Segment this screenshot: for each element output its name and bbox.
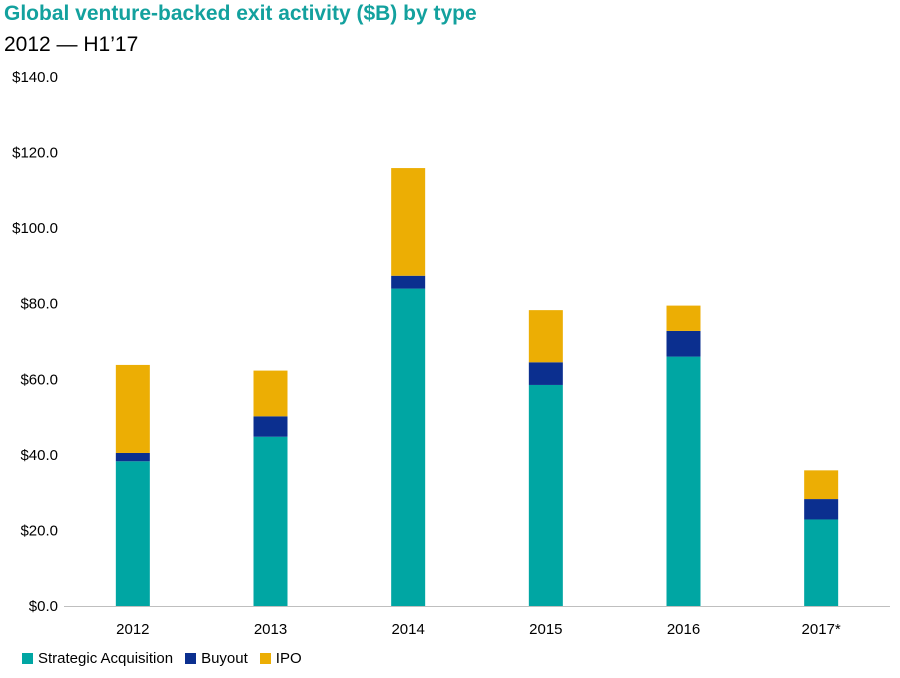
bar-segment-ipo-2012 [115, 364, 150, 453]
chart-title: Global venture-backed exit activity ($B)… [4, 2, 477, 25]
legend-label: Buyout [201, 650, 248, 667]
x-tick-label: 2015 [529, 621, 562, 638]
legend-item-buyout: Buyout [185, 650, 248, 667]
bar-segment-buyout-2015 [528, 362, 563, 385]
x-tick-label: 2012 [116, 621, 149, 638]
bar-segment-buyout-2013 [253, 416, 288, 437]
legend-label: IPO [275, 650, 302, 667]
legend-swatch [22, 653, 33, 664]
bar-segment-ipo-2016 [666, 305, 701, 331]
y-tick-label: $80.0 [20, 296, 58, 313]
bar-segment-buyout-2016 [666, 330, 701, 357]
bar-segment-buyout-2014 [391, 275, 426, 289]
legend-item-strategic-acquisition: Strategic Acquisition [22, 650, 173, 667]
bar-segment-strategic-acquisition-2013 [253, 436, 288, 606]
y-tick-label: $140.0 [12, 69, 58, 86]
bar-segment-ipo-2015 [528, 310, 563, 363]
x-tick-label: 2013 [254, 621, 287, 638]
y-axis-labels: $0.0 $20.0 $40.0 $60.0 $80.0 $100.0 $120.0 $140… [12, 69, 58, 615]
y-tick-label: $120.0 [12, 145, 58, 162]
y-tick-label: $20.0 [20, 522, 58, 539]
bar-segment-strategic-acquisition-2015 [528, 384, 563, 606]
bar-segment-ipo-2014 [391, 168, 426, 276]
legend-swatch [259, 653, 271, 664]
bar-segment-ipo-2017 [804, 470, 839, 500]
bar-segment-ipo-2013 [253, 370, 288, 417]
legend: Strategic Acquisition Buyout IPO [22, 650, 314, 667]
y-tick-label: $0.0 [29, 598, 58, 615]
x-tick-label: 2017* [802, 621, 841, 638]
x-tick-label: 2016 [667, 621, 700, 638]
bars [115, 168, 839, 606]
bar-segment-strategic-acquisition-2016 [666, 356, 701, 606]
legend-label: Strategic Acquisition [38, 650, 174, 667]
bar-segment-strategic-acquisition-2014 [391, 288, 426, 606]
bar-segment-buyout-2017 [804, 499, 839, 520]
bar-segment-buyout-2012 [115, 452, 150, 462]
x-axis-labels: 2012 2013 2014 2015 2016 2017* [116, 621, 841, 638]
y-tick-label: $100.0 [12, 220, 58, 237]
x-tick-label: 2014 [391, 621, 424, 638]
chart-subtitle: 2012 — H1’17 [4, 33, 139, 56]
y-tick-label: $40.0 [20, 447, 58, 464]
bar-segment-strategic-acquisition-2012 [115, 461, 150, 606]
legend-item-ipo: IPO [259, 650, 302, 667]
legend-swatch [185, 653, 197, 664]
y-tick-label: $60.0 [20, 371, 58, 388]
bar-segment-strategic-acquisition-2017 [804, 519, 839, 606]
